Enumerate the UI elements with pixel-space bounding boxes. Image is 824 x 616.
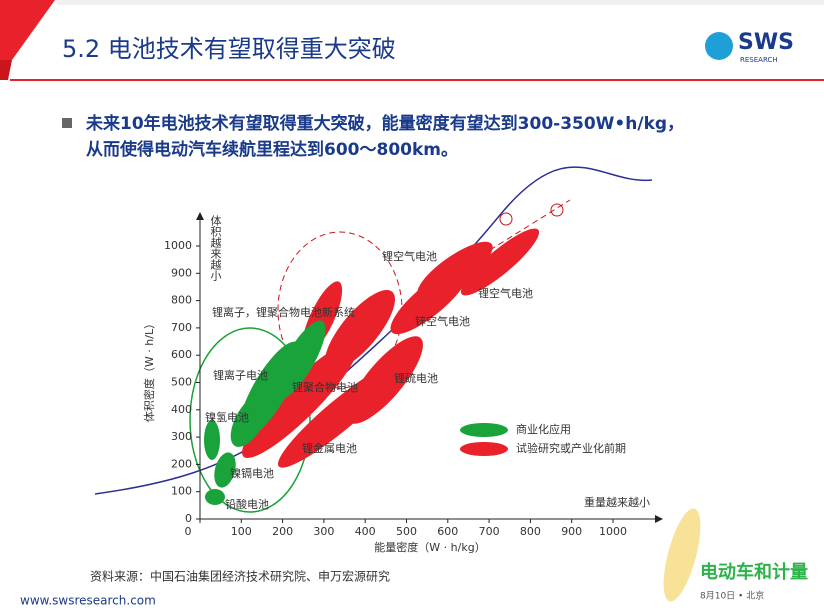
dashed-trend	[489, 199, 571, 251]
x-tick-label: 1000	[599, 525, 627, 538]
corner-shape	[0, 60, 12, 80]
y-axis-label: 体积密度（W · h/L）	[142, 318, 156, 422]
x-arrow-label: 重量越来越小	[584, 495, 650, 509]
y-tick-label: 500	[171, 376, 192, 389]
top-band	[55, 0, 824, 5]
x-tick-label: 600	[437, 525, 458, 538]
y-tick-label: 100	[171, 485, 192, 498]
y-tick-label: 200	[171, 457, 192, 470]
feather	[663, 508, 701, 602]
region-outline	[189, 327, 311, 513]
x-tick-label: 500	[396, 525, 417, 538]
region	[214, 452, 236, 488]
x-tick-label: 200	[272, 525, 293, 538]
x-tick-label: 400	[355, 525, 376, 538]
region-label: 锂金属电池	[302, 441, 357, 455]
y-tick-label: 600	[171, 348, 192, 361]
legend-swatch	[460, 442, 508, 456]
region	[325, 289, 395, 371]
region	[417, 241, 493, 299]
green-regions	[204, 320, 326, 505]
y-tick-label: 700	[171, 321, 192, 334]
region-label: 锂离子，锂聚合物电池新系统	[212, 305, 355, 319]
corner-logo-sub: 8月10日 • 北京	[700, 590, 764, 602]
x-tick-label: 800	[520, 525, 541, 538]
y-tick-label: 1000	[164, 239, 192, 252]
region	[242, 342, 358, 458]
region-label: 锂空气电池	[478, 286, 533, 300]
y-tick-label: 900	[171, 266, 192, 279]
y-tick-label: 400	[171, 403, 192, 416]
arrow	[196, 212, 204, 220]
source: 资料来源：中国石油集团经济技术研究院、申万宏源研究	[90, 569, 390, 584]
legend-swatch	[460, 423, 508, 437]
future-mark	[550, 203, 564, 217]
corner-shape	[0, 0, 55, 60]
region-label: 锂空气电池	[382, 249, 437, 263]
region	[205, 489, 225, 505]
logo: SWS	[738, 30, 794, 55]
slide-title: 5.2 电池技术有望取得重大突破	[62, 35, 396, 63]
legend-label: 商业化应用	[516, 422, 571, 436]
region-label: 锂硫电池	[394, 371, 438, 385]
region-label: 铅酸电池	[225, 497, 269, 511]
corner-logo: 电动车和计量	[700, 561, 808, 583]
x-tick-label: 100	[231, 525, 252, 538]
arrow	[655, 515, 663, 523]
region	[204, 420, 220, 460]
plot: 能量密度（W · h/kg） 体积密度（W · h/L） 重量越来越小 体积越来…	[94, 166, 663, 554]
region	[460, 228, 540, 296]
legend-label: 试验研究或产业化前期	[516, 441, 626, 455]
region-label: 镍氢电池	[205, 410, 249, 424]
bullet-text: 从而使得电动汽车续航里程达到600～800km。	[86, 139, 458, 160]
footer-url: www.swsresearch.com	[20, 594, 156, 608]
region-label: 锂聚合物电池	[292, 380, 358, 394]
y-tick-label: 0	[185, 512, 192, 525]
region	[230, 393, 270, 447]
logo-icon	[705, 32, 733, 60]
x-axis-label: 能量密度（W · h/kg）	[374, 540, 485, 554]
x-tick-label: 700	[479, 525, 500, 538]
x-tick-label: 300	[313, 525, 334, 538]
bullet-text: 未来10年电池技术有望取得重大突破，能量密度有望达到300-350W•h/kg，	[85, 113, 684, 134]
bullet-mark	[62, 118, 72, 128]
y-tick-label: 300	[171, 430, 192, 443]
region-label: 锌空气电池	[415, 314, 470, 328]
logo-sub: RESEARCH	[740, 56, 778, 64]
x-tick-label: 900	[561, 525, 582, 538]
region-label: 镍镉电池	[230, 466, 274, 480]
y-tick-label: 800	[171, 294, 192, 307]
region-label: 锂离子电池	[213, 368, 268, 382]
future-mark	[499, 212, 513, 226]
x-tick-label: 0	[185, 525, 192, 538]
y-arrow-label: 体积越来越小	[209, 214, 222, 282]
region	[347, 336, 423, 424]
